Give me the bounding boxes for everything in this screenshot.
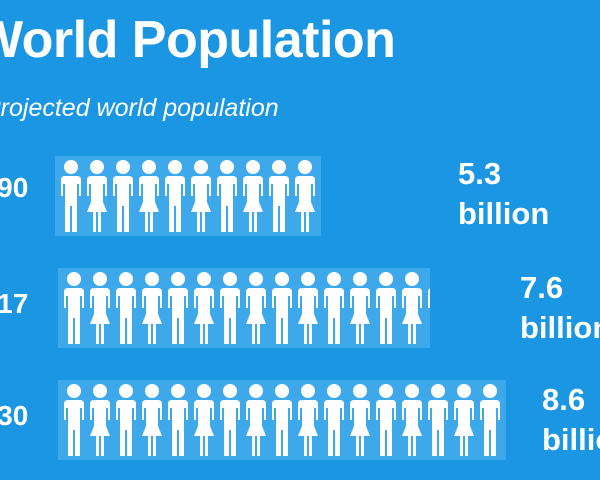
- person-female-icon: [90, 384, 110, 456]
- value-number-1990: 5.3: [458, 156, 502, 191]
- person-male-icon: [116, 272, 136, 344]
- person-female-icon: [243, 160, 263, 232]
- person-female-icon: [194, 272, 214, 344]
- population-bar-1990: [55, 156, 321, 236]
- year-label-2030: 2030: [0, 400, 29, 431]
- person-female-icon: [142, 384, 162, 456]
- person-male-icon: [324, 384, 344, 456]
- population-bar-2030: [58, 380, 506, 460]
- person-female-icon: [454, 384, 474, 456]
- person-male-icon: [168, 272, 188, 344]
- person-male-icon: [220, 384, 240, 456]
- year-label-2017: 2017: [0, 288, 29, 319]
- person-female-icon: [87, 160, 107, 232]
- person-female-icon: [295, 160, 315, 232]
- person-female-icon: [402, 384, 422, 456]
- person-female-icon: [139, 160, 159, 232]
- value-number-2030: 8.6: [542, 382, 586, 417]
- person-male-icon: [220, 272, 240, 344]
- value-unit-1990: billion: [458, 196, 550, 231]
- value-number-2017: 7.6: [520, 270, 564, 305]
- person-female-icon: [142, 272, 162, 344]
- value-unit-2030: billion: [542, 422, 600, 457]
- bar-background: [58, 268, 430, 348]
- chart-subtitle: Projected world population: [0, 94, 279, 122]
- person-female-icon: [194, 384, 214, 456]
- person-female-icon: [191, 160, 211, 232]
- value-label-2017: 7.6 billion: [520, 268, 600, 348]
- person-female-icon: [246, 384, 266, 456]
- person-male-icon: [272, 272, 292, 344]
- value-unit-2017: billion: [520, 310, 600, 345]
- person-male-icon: [376, 384, 396, 456]
- year-label-1990: 1990: [0, 172, 29, 203]
- person-male-icon: [269, 160, 289, 232]
- person-female-icon: [298, 384, 318, 456]
- value-label-1990: 5.3 billion: [458, 154, 549, 234]
- person-male-icon: [61, 160, 81, 232]
- person-male-icon: [64, 384, 84, 456]
- person-female-icon: [350, 272, 370, 344]
- person-male-icon: [116, 384, 136, 456]
- person-male-icon: [428, 384, 448, 456]
- person-male-icon: [165, 160, 185, 232]
- person-male-icon: [113, 160, 133, 232]
- person-female-icon: [246, 272, 266, 344]
- person-male-icon: [324, 272, 344, 344]
- population-bar-2017: [58, 268, 430, 348]
- person-male-icon: [480, 384, 500, 456]
- person-female-icon: [90, 272, 110, 344]
- person-male-icon: [376, 272, 396, 344]
- person-male-icon: [217, 160, 237, 232]
- person-male-icon: [272, 384, 292, 456]
- person-male-icon: [168, 384, 188, 456]
- person-female-icon: [298, 272, 318, 344]
- chart-title: World Population: [0, 11, 396, 69]
- value-label-2030: 8.6 billion: [542, 380, 600, 460]
- person-male-icon: [428, 288, 430, 308]
- person-female-icon: [402, 272, 422, 344]
- person-female-icon: [350, 384, 370, 456]
- person-male-icon: [64, 272, 84, 344]
